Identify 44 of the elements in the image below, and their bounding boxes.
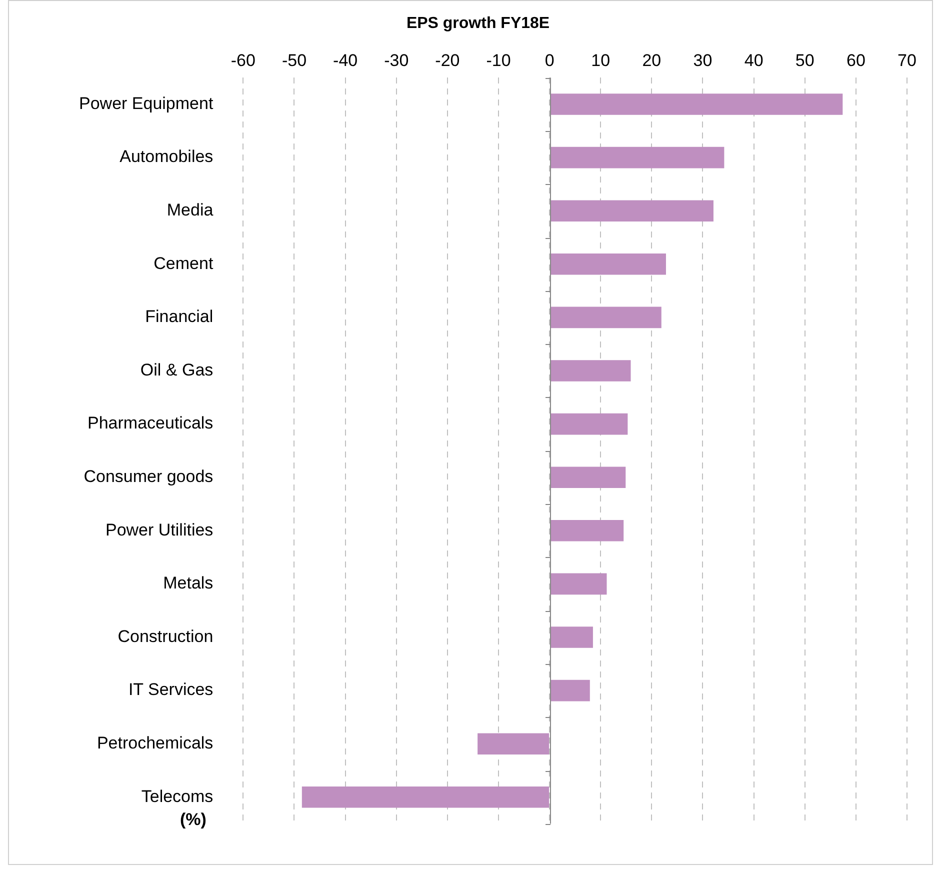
y-tick-label: Metals	[163, 574, 214, 593]
bar	[550, 94, 843, 115]
text: (%)	[180, 810, 206, 829]
y-tick-label: Petrochemicals	[96, 734, 214, 753]
y-tick-label: Oil & Gas	[140, 360, 214, 380]
chart-title: EPS growth FY18E	[406, 15, 550, 32]
y-tick-label: Construction	[118, 626, 214, 646]
bar	[550, 360, 631, 382]
y-tick-label: Cement	[154, 254, 214, 273]
x-tick-label: 30	[693, 51, 712, 70]
y-tick-label: Financial	[145, 307, 214, 326]
x-tick-label: -30	[384, 51, 409, 70]
bar	[550, 200, 714, 222]
x-tick-label: 50	[795, 51, 814, 70]
y-tick-label: Consumer goods	[84, 467, 214, 486]
x-tick-label: 70	[898, 51, 916, 70]
y-tick-label: Power Utilities	[105, 520, 214, 540]
y-tick-label: Media	[166, 200, 214, 220]
x-tick-label: 60	[846, 51, 866, 70]
bar	[550, 466, 626, 488]
bar	[550, 520, 624, 542]
bar	[550, 626, 593, 648]
bar	[302, 786, 550, 808]
x-tick-label: 0	[544, 51, 554, 70]
x-tick-label: 20	[642, 51, 662, 70]
y-tick-label: Telecoms	[141, 786, 214, 806]
x-tick-label: -60	[230, 51, 256, 70]
x-tick-label: -20	[435, 51, 460, 70]
y-tick-label: Power Equipment	[78, 94, 214, 113]
x-tick-label: -40	[333, 51, 358, 70]
bar	[550, 306, 662, 328]
bar	[550, 413, 628, 435]
x-tick-label: -50	[282, 51, 307, 70]
y-tick-label: Pharmaceuticals	[88, 414, 214, 433]
x-tick-label: 10	[591, 51, 610, 70]
bar	[550, 573, 607, 595]
y-tick-label: IT Services	[128, 680, 214, 700]
x-tick-label: -10	[486, 51, 511, 70]
bar	[478, 733, 550, 755]
x-tick-label: 40	[744, 51, 764, 70]
bar	[550, 680, 590, 702]
bar	[550, 253, 666, 275]
bar	[550, 146, 724, 168]
y-tick-label: Automobiles	[120, 147, 214, 166]
